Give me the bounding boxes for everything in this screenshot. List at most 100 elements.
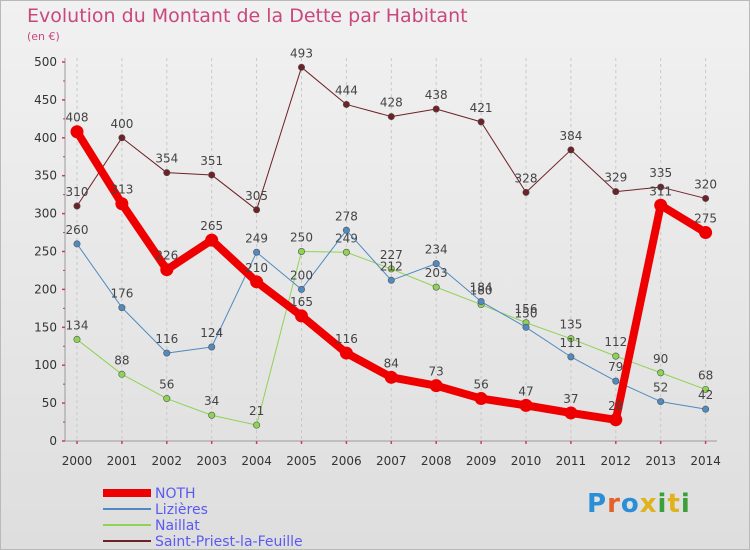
data-label-naillat-2006: 249 xyxy=(335,231,358,245)
point-lizi-res-2014 xyxy=(702,405,710,413)
logo-letter: P xyxy=(587,489,608,519)
point-naillat-2013 xyxy=(657,369,665,377)
point-saint-priest-la-feuille-2011 xyxy=(567,146,575,154)
point-saint-priest-la-feuille-2009 xyxy=(477,118,485,126)
point-noth-2003 xyxy=(205,233,219,247)
data-label-naillat-2005: 250 xyxy=(290,231,313,245)
data-label-lizi-res-2011: 111 xyxy=(559,336,582,350)
data-label-naillat-2009: 180 xyxy=(470,284,493,298)
point-saint-priest-la-feuille-2003 xyxy=(208,171,216,179)
data-label-saint-priest-la-feuille-2002: 354 xyxy=(155,152,178,166)
point-saint-priest-la-feuille-2008 xyxy=(432,105,440,113)
data-label-naillat-2012: 112 xyxy=(604,335,627,349)
data-label-saint-priest-la-feuille-2009: 421 xyxy=(470,101,493,115)
data-label-naillat-2008: 203 xyxy=(425,266,448,280)
x-tick-label-2006: 2006 xyxy=(331,454,362,468)
data-label-naillat-2003: 34 xyxy=(204,394,219,408)
point-lizi-res-2004 xyxy=(253,248,261,256)
data-label-noth-2007: 84 xyxy=(384,356,399,370)
point-saint-priest-la-feuille-2006 xyxy=(342,100,350,108)
point-saint-priest-la-feuille-2001 xyxy=(118,134,126,142)
data-label-noth-2011: 37 xyxy=(563,392,578,406)
point-naillat-2000 xyxy=(73,335,81,343)
point-lizi-res-2009 xyxy=(477,298,485,306)
point-naillat-2004 xyxy=(253,421,261,429)
point-noth-2014 xyxy=(699,226,713,240)
legend-label-lizi-res: Lizières xyxy=(155,502,208,518)
data-label-lizi-res-2010: 150 xyxy=(515,306,538,320)
data-label-saint-priest-la-feuille-2010: 328 xyxy=(515,171,538,185)
logo-letter: i xyxy=(680,489,691,519)
x-tick-label-2002: 2002 xyxy=(152,454,183,468)
data-label-noth-2008: 73 xyxy=(429,365,444,379)
point-lizi-res-2007 xyxy=(387,276,395,284)
legend-label-naillat: Naillat xyxy=(155,518,200,534)
logo-letter: i xyxy=(657,489,668,519)
data-label-lizi-res-2005: 200 xyxy=(290,268,313,282)
data-label-lizi-res-2002: 116 xyxy=(155,332,178,346)
data-label-noth-2014: 275 xyxy=(694,212,717,226)
data-label-saint-priest-la-feuille-2000: 310 xyxy=(66,185,89,199)
point-noth-2004 xyxy=(250,275,264,289)
point-naillat-2014 xyxy=(702,385,710,393)
data-label-noth-2000: 408 xyxy=(66,111,89,125)
point-noth-2009 xyxy=(474,392,488,406)
data-label-noth-2012: 28 xyxy=(608,399,623,413)
data-label-noth-2010: 47 xyxy=(518,384,533,398)
point-lizi-res-2002 xyxy=(163,349,171,357)
point-lizi-res-2005 xyxy=(297,285,305,293)
point-noth-2010 xyxy=(519,398,533,412)
data-label-lizi-res-2001: 176 xyxy=(110,287,133,301)
data-label-noth-2009: 56 xyxy=(473,378,488,392)
data-label-noth-2003: 265 xyxy=(200,219,223,233)
logo-letter: r xyxy=(607,489,621,519)
data-label-naillat-2013: 90 xyxy=(653,352,668,366)
legend-label-noth: NOTH xyxy=(155,486,196,502)
data-label-naillat-2004: 21 xyxy=(249,404,264,418)
data-label-noth-2004: 210 xyxy=(245,261,268,275)
point-lizi-res-2013 xyxy=(657,398,665,406)
chart-title: Evolution du Montant de la Dette par Hab… xyxy=(27,5,468,27)
data-label-noth-2002: 226 xyxy=(155,249,178,263)
x-tick-label-2000: 2000 xyxy=(62,454,93,468)
data-label-saint-priest-la-feuille-2007: 428 xyxy=(380,96,403,110)
data-label-lizi-res-2000: 260 xyxy=(66,223,89,237)
point-noth-2007 xyxy=(384,370,398,384)
point-noth-2005 xyxy=(295,309,308,323)
y-tick-label-450: 450 xyxy=(34,93,57,107)
data-label-saint-priest-la-feuille-2011: 384 xyxy=(559,129,582,143)
data-label-lizi-res-2007: 212 xyxy=(380,259,403,273)
point-lizi-res-2006 xyxy=(342,226,350,234)
point-lizi-res-2000 xyxy=(73,240,81,248)
point-noth-2000 xyxy=(70,125,84,139)
data-label-lizi-res-2003: 124 xyxy=(200,326,223,340)
point-saint-priest-la-feuille-2004 xyxy=(253,206,261,214)
point-noth-2012 xyxy=(609,413,623,427)
data-label-naillat-2011: 135 xyxy=(559,318,582,332)
point-saint-priest-la-feuille-2007 xyxy=(387,113,395,121)
data-label-naillat-2001: 88 xyxy=(114,353,129,367)
point-lizi-res-2008 xyxy=(432,260,440,268)
data-label-lizi-res-2006: 278 xyxy=(335,209,358,223)
data-label-lizi-res-2013: 52 xyxy=(653,381,668,395)
point-saint-priest-la-feuille-2012 xyxy=(612,188,620,196)
x-tick-label-2011: 2011 xyxy=(556,454,587,468)
y-tick-label-250: 250 xyxy=(34,245,57,259)
data-label-saint-priest-la-feuille-2012: 329 xyxy=(604,171,627,185)
chart-subtitle: (en €) xyxy=(27,30,60,43)
x-tick-label-2013: 2013 xyxy=(645,454,676,468)
logo-letter: t xyxy=(667,489,681,519)
y-tick-label-350: 350 xyxy=(34,169,57,183)
data-label-noth-2001: 313 xyxy=(110,183,133,197)
point-naillat-2005 xyxy=(297,248,305,256)
point-lizi-res-2001 xyxy=(118,304,126,312)
data-label-saint-priest-la-feuille-2014: 320 xyxy=(694,177,717,191)
point-noth-2002 xyxy=(160,263,174,277)
data-label-saint-priest-la-feuille-2005: 493 xyxy=(290,46,313,60)
x-tick-label-2004: 2004 xyxy=(241,454,272,468)
proxiti-logo: Proxiti xyxy=(587,489,691,519)
data-label-saint-priest-la-feuille-2001: 400 xyxy=(110,117,133,131)
x-tick-label-2010: 2010 xyxy=(511,454,542,468)
legend-label-saint-priest-la-feuille: Saint-Priest-la-Feuille xyxy=(155,534,303,549)
